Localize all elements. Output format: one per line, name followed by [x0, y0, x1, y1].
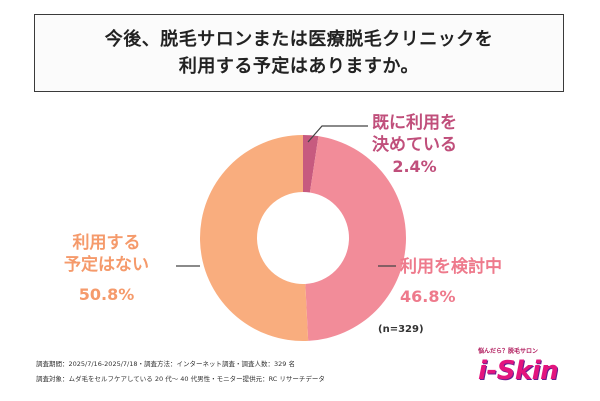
leader-line-decided [307, 125, 368, 143]
sample-size-note: (n=329) [378, 324, 424, 335]
slice-decided [303, 135, 319, 193]
label-decided: 既に利用を 決めている 2.4% [372, 112, 457, 178]
label-decided-line-1: 既に利用を [372, 113, 457, 133]
label-considering-name: 利用を検討中 [400, 257, 502, 277]
footer-survey-period: 調査期間：2025/7/16-2025/7/18・調査方法：インターネット調査・… [36, 360, 295, 368]
label-decided-line-2: 決めている [372, 135, 457, 155]
brand-logo: 悩んだら？脱毛サロン i-Skin [462, 342, 570, 394]
label-none: 利用する 予定はない 50.8% [64, 232, 149, 306]
label-considering-value: 46.8% [400, 287, 456, 306]
label-none-value: 50.8% [78, 285, 135, 304]
slice-considering [305, 136, 406, 341]
slice-none [199, 135, 309, 342]
title-box: 今後、脱毛サロンまたは医療脱毛クリニックを 利用する予定はありますか。 [34, 14, 564, 92]
label-decided-value: 2.4% [392, 157, 437, 176]
label-considering: 利用を検討中 46.8% [400, 256, 502, 308]
label-none-line-1: 利用する [72, 233, 141, 253]
footer-survey-target: 調査対象：ムダ毛をセルフケアしている 20 代〜 40 代男性・モニター提供元：… [36, 375, 325, 383]
logo-text: i-Skin [478, 356, 559, 386]
chart-title-line-2: 利用する予定はありますか。 [178, 56, 420, 77]
chart-title-line-1: 今後、脱毛サロンまたは医療脱毛クリニックを [104, 29, 494, 50]
logo-tagline: 悩んだら？脱毛サロン [478, 348, 539, 355]
label-none-line-2: 予定はない [64, 255, 149, 275]
